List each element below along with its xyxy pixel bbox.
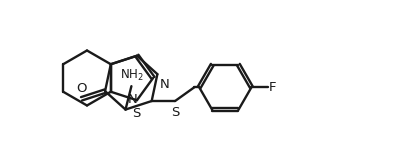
Text: N: N <box>127 93 137 106</box>
Text: O: O <box>76 82 87 95</box>
Text: NH$_2$: NH$_2$ <box>119 68 143 83</box>
Text: S: S <box>132 107 140 120</box>
Text: N: N <box>159 78 169 91</box>
Text: S: S <box>171 106 179 119</box>
Text: F: F <box>269 81 277 94</box>
